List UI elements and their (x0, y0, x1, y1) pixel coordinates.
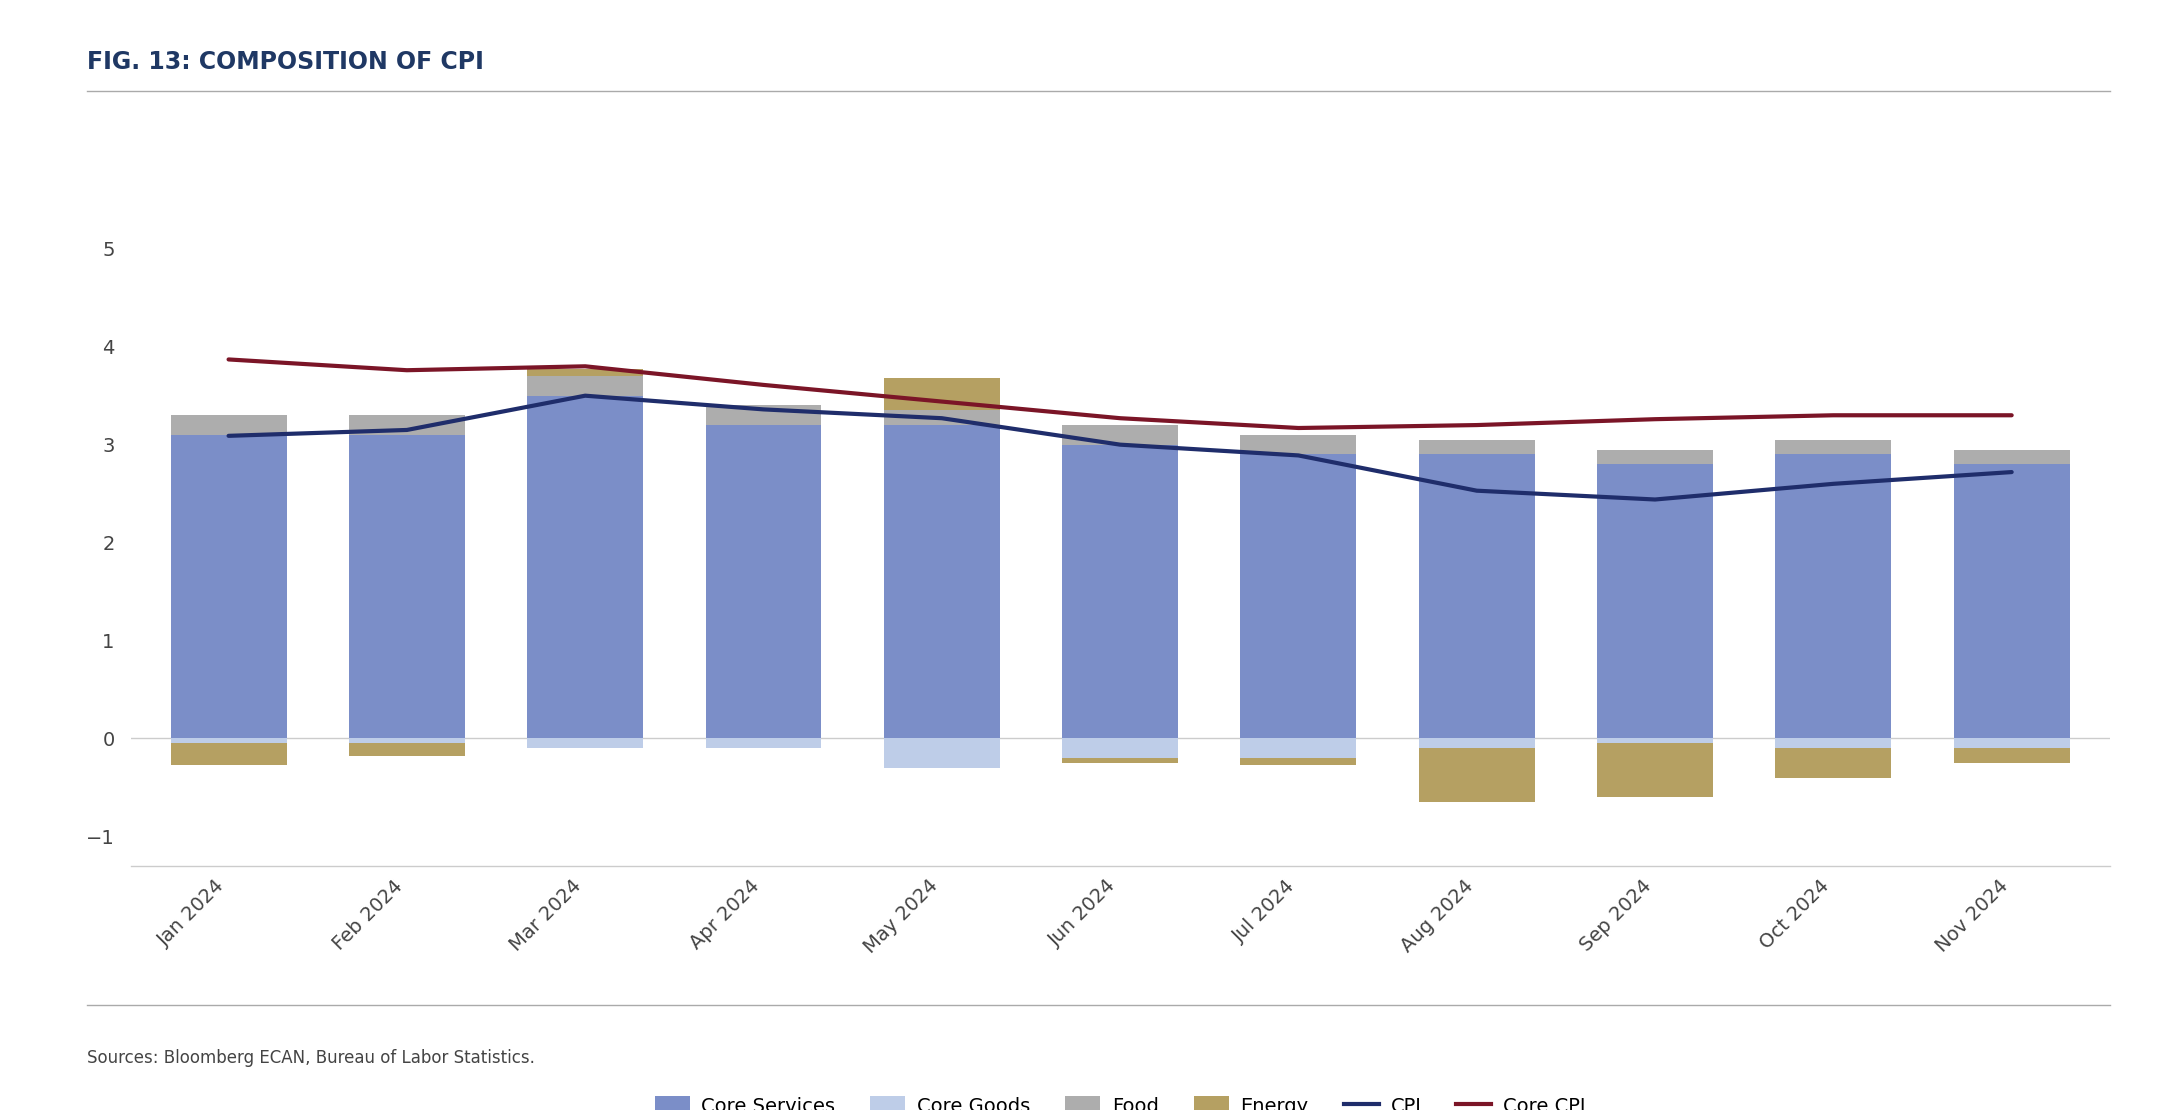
Bar (1418, 748, 1536, 803)
Bar (1953, 464, 2071, 738)
Core CPI (394, 364, 420, 377)
Bar (1596, 450, 1714, 464)
Bar (1418, 738, 1536, 748)
Bar (1775, 454, 1892, 738)
Bar (170, 415, 287, 435)
Bar (1953, 450, 2071, 464)
CPI (1107, 438, 1133, 452)
CPI (572, 388, 598, 402)
Bar (1061, 445, 1179, 738)
Bar (170, 435, 287, 738)
CPI (1999, 465, 2025, 478)
CPI (1464, 484, 1490, 497)
Line: CPI: CPI (228, 395, 2012, 500)
Bar (1240, 435, 1357, 454)
Core CPI (215, 353, 241, 366)
Bar (883, 411, 1000, 425)
Bar (1596, 738, 1714, 744)
Bar (1061, 758, 1179, 763)
Bar (1418, 440, 1536, 454)
Bar (348, 415, 465, 435)
Core CPI (1107, 412, 1133, 425)
Bar (1240, 738, 1357, 758)
Bar (1418, 454, 1536, 738)
Bar (1775, 748, 1892, 778)
Bar (170, 744, 287, 765)
Bar (705, 738, 822, 748)
CPI (215, 430, 241, 443)
Bar (883, 738, 1000, 768)
Core CPI (1642, 413, 1668, 426)
Bar (1240, 454, 1357, 738)
Bar (526, 395, 644, 738)
Bar (1775, 440, 1892, 454)
Bar (348, 738, 465, 744)
Bar (348, 744, 465, 756)
CPI (1285, 448, 1312, 462)
Bar (348, 435, 465, 738)
Bar (170, 738, 287, 744)
CPI (1820, 477, 1847, 491)
Bar (883, 425, 1000, 738)
CPI (394, 423, 420, 436)
Bar (883, 379, 1000, 411)
Bar (1061, 738, 1179, 758)
Legend: Core Services, Core Goods, Food, Energy, CPI, Core CPI: Core Services, Core Goods, Food, Energy,… (646, 1089, 1594, 1110)
Text: Sources: Bloomberg ECAN, Bureau of Labor Statistics.: Sources: Bloomberg ECAN, Bureau of Labor… (87, 1049, 535, 1067)
Bar (1953, 738, 2071, 748)
Core CPI (929, 395, 955, 408)
Bar (526, 738, 644, 748)
Core CPI (1464, 418, 1490, 432)
Bar (1596, 744, 1714, 797)
CPI (750, 403, 776, 416)
Bar (705, 405, 822, 425)
Bar (705, 425, 822, 738)
CPI (1642, 493, 1668, 506)
Line: Core CPI: Core CPI (228, 360, 2012, 428)
Bar (1240, 758, 1357, 765)
CPI (929, 412, 955, 425)
Bar (526, 370, 644, 376)
Bar (1775, 738, 1892, 748)
Core CPI (1820, 408, 1847, 422)
Bar (1953, 748, 2071, 763)
Text: FIG. 13: COMPOSITION OF CPI: FIG. 13: COMPOSITION OF CPI (87, 50, 483, 74)
Core CPI (750, 379, 776, 392)
Bar (526, 376, 644, 395)
Bar (1061, 425, 1179, 445)
Bar (1596, 464, 1714, 738)
Core CPI (572, 360, 598, 373)
Core CPI (1285, 422, 1312, 435)
Core CPI (1999, 408, 2025, 422)
